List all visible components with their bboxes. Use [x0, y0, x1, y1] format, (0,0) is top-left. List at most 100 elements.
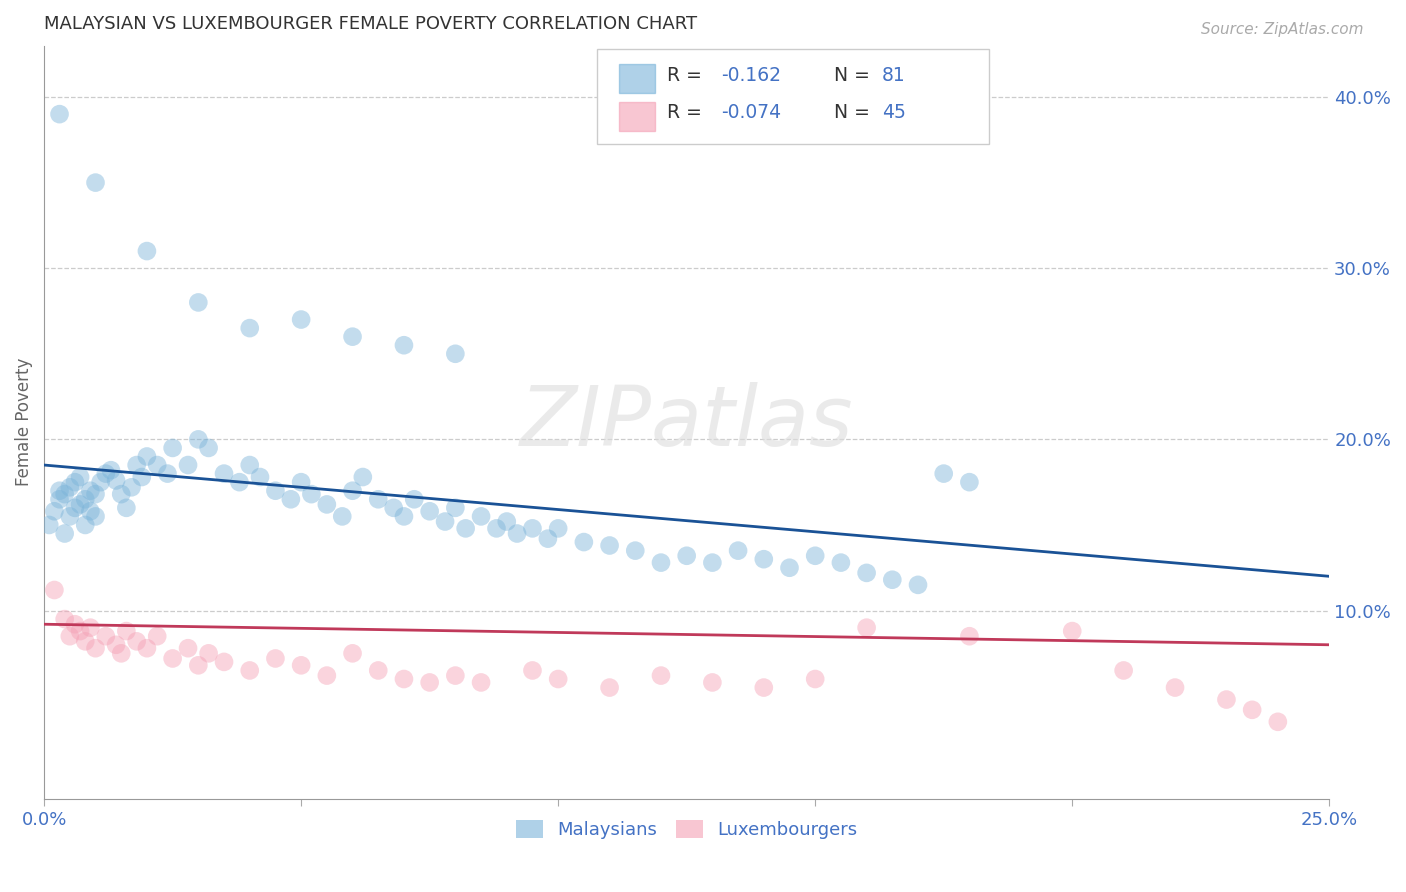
Point [177, 458, 200, 472]
Point [392, 338, 415, 352]
Point [239, 458, 262, 472]
Point [53, 612, 76, 626]
Point [470, 509, 492, 524]
Point [702, 675, 724, 690]
Point [84, 509, 107, 524]
Point [1215, 692, 1237, 706]
Text: 81: 81 [882, 65, 905, 85]
Point [187, 433, 209, 447]
Point [110, 487, 132, 501]
Point [675, 549, 697, 563]
Point [290, 658, 312, 673]
Point [392, 509, 415, 524]
Text: MALAYSIAN VS LUXEMBOURGER FEMALE POVERTY CORRELATION CHART: MALAYSIAN VS LUXEMBOURGER FEMALE POVERTY… [44, 15, 697, 33]
Legend: Malaysians, Luxembourgers: Malaysians, Luxembourgers [509, 813, 865, 847]
Point [146, 629, 169, 643]
Point [470, 675, 492, 690]
Point [63, 617, 86, 632]
Point [187, 295, 209, 310]
Point [907, 578, 929, 592]
Point [121, 480, 143, 494]
Point [330, 509, 353, 524]
Point [727, 543, 749, 558]
Point [239, 664, 262, 678]
Point [125, 634, 148, 648]
Point [115, 624, 138, 638]
Point [110, 646, 132, 660]
Point [752, 552, 775, 566]
Point [522, 521, 544, 535]
Point [702, 556, 724, 570]
Point [650, 668, 672, 682]
Point [63, 475, 86, 490]
Point [75, 634, 97, 648]
Point [280, 492, 302, 507]
Point [264, 651, 287, 665]
Point [882, 573, 904, 587]
Text: N =: N = [821, 65, 876, 85]
Point [315, 497, 337, 511]
Point [419, 675, 441, 690]
Text: -0.074: -0.074 [721, 103, 782, 122]
Point [444, 500, 467, 515]
Point [48, 492, 70, 507]
Point [779, 560, 801, 574]
Point [444, 668, 467, 682]
Text: R =: R = [668, 65, 709, 85]
Point [105, 474, 128, 488]
Point [162, 441, 184, 455]
Point [404, 492, 426, 507]
Point [228, 475, 250, 490]
Point [419, 504, 441, 518]
Point [342, 646, 364, 660]
Point [932, 467, 955, 481]
FancyBboxPatch shape [619, 103, 655, 131]
Point [48, 107, 70, 121]
Point [69, 497, 91, 511]
Point [75, 518, 97, 533]
Text: -0.162: -0.162 [721, 65, 782, 85]
Point [135, 450, 157, 464]
Point [177, 641, 200, 656]
Point [1062, 624, 1084, 638]
Point [367, 492, 389, 507]
Point [249, 470, 271, 484]
Point [572, 535, 595, 549]
Point [69, 624, 91, 638]
Point [115, 500, 138, 515]
Point [156, 467, 179, 481]
Point [830, 556, 852, 570]
Point [506, 526, 529, 541]
Point [79, 621, 101, 635]
Point [212, 467, 235, 481]
Text: Source: ZipAtlas.com: Source: ZipAtlas.com [1201, 22, 1364, 37]
Point [1241, 703, 1264, 717]
Point [454, 521, 477, 535]
Point [90, 475, 112, 490]
Point [485, 521, 508, 535]
Point [352, 470, 374, 484]
Point [59, 629, 82, 643]
Point [855, 566, 877, 580]
Point [547, 521, 569, 535]
Y-axis label: Female Poverty: Female Poverty [15, 358, 32, 486]
Point [239, 321, 262, 335]
Text: R =: R = [668, 103, 709, 122]
Point [94, 467, 117, 481]
FancyBboxPatch shape [596, 49, 988, 144]
Point [299, 487, 322, 501]
Point [290, 312, 312, 326]
Point [59, 480, 82, 494]
Point [212, 655, 235, 669]
Point [367, 664, 389, 678]
Point [1164, 681, 1187, 695]
Point [53, 526, 76, 541]
Text: 45: 45 [882, 103, 905, 122]
Point [1267, 714, 1289, 729]
FancyBboxPatch shape [619, 64, 655, 93]
Point [84, 641, 107, 656]
Point [162, 651, 184, 665]
Point [650, 556, 672, 570]
Point [315, 668, 337, 682]
Point [290, 475, 312, 490]
